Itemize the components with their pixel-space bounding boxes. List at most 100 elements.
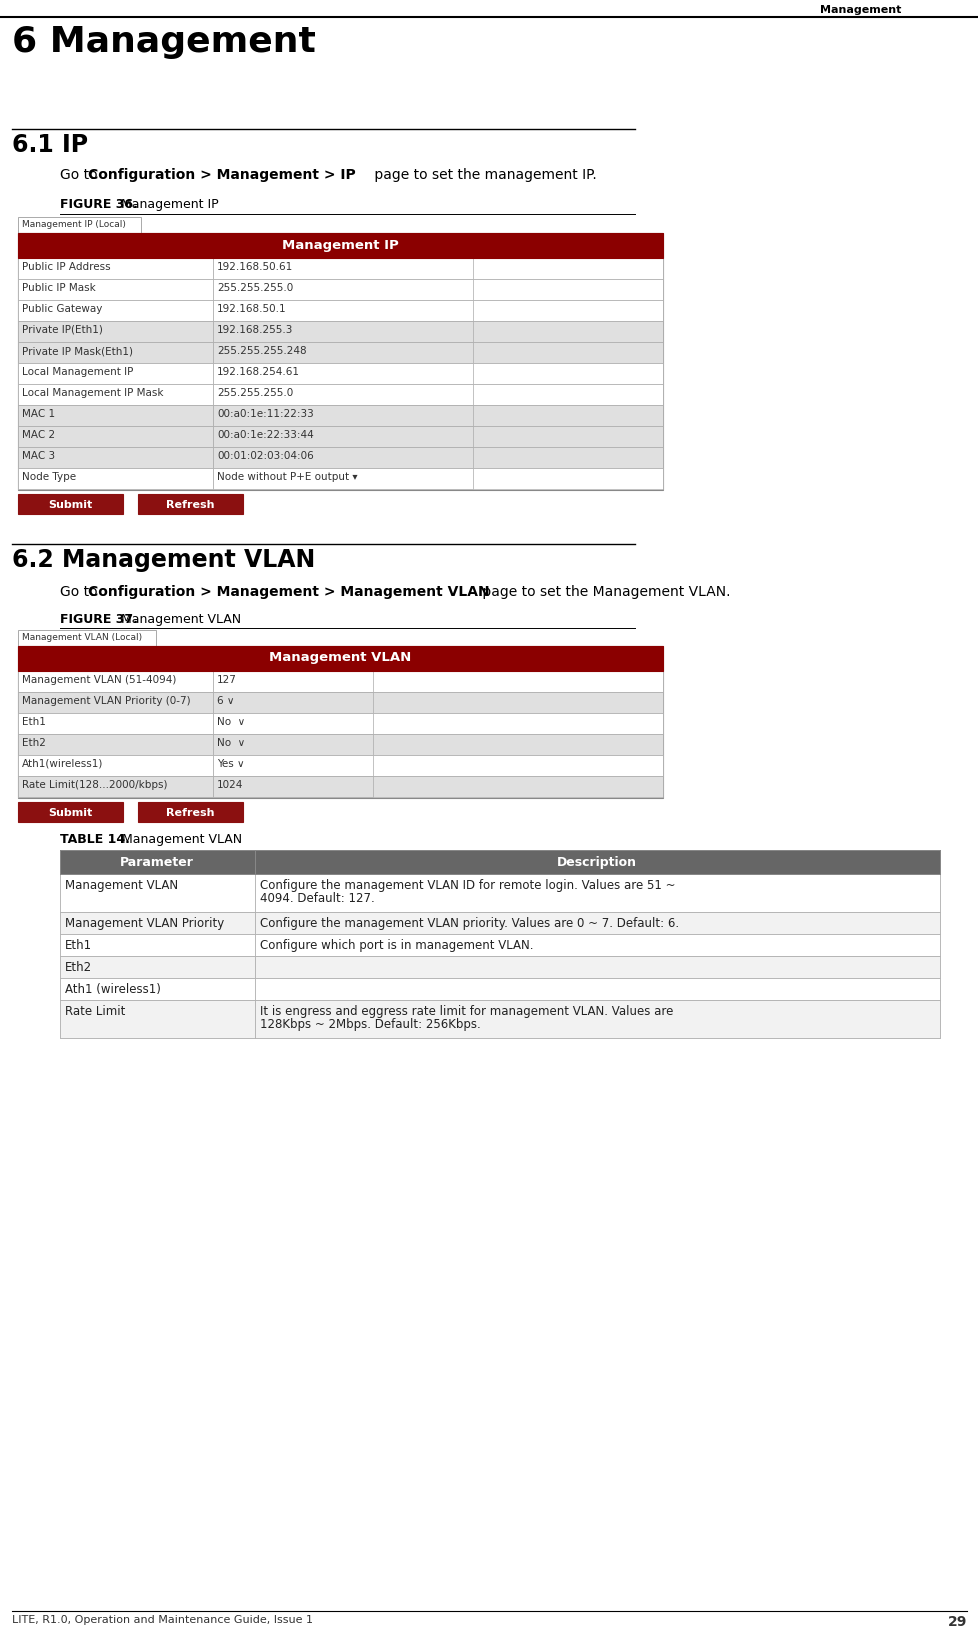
Text: Submit: Submit [48,500,92,510]
Text: Management VLAN Priority (0-7): Management VLAN Priority (0-7) [22,696,191,706]
Text: Refresh: Refresh [165,500,214,510]
Bar [18,406,662,427]
Bar [18,672,213,693]
Text: 6 ∨: 6 ∨ [217,696,235,706]
Bar [18,469,213,489]
Bar [18,756,213,776]
Text: page to set the Management VLAN.: page to set the Management VLAN. [477,585,730,598]
Bar [213,385,472,406]
Bar [18,218,141,235]
Text: Parameter: Parameter [120,856,194,869]
Text: page to set the management IP.: page to set the management IP. [370,168,597,183]
Bar [18,385,213,406]
Text: LITE, R1.0, Operation and Maintenance Guide, Issue 1: LITE, R1.0, Operation and Maintenance Gu… [12,1614,313,1623]
Text: Public IP Mask: Public IP Mask [22,284,96,293]
Text: Public Gateway: Public Gateway [22,303,103,315]
Text: Management VLAN: Management VLAN [117,613,241,626]
Text: Configure the management VLAN ID for remote login. Values are 51 ~: Configure the management VLAN ID for rem… [260,879,675,892]
Bar [213,363,472,385]
Bar [18,280,213,302]
Bar [18,233,662,259]
Text: Configuration > Management > Management VLAN: Configuration > Management > Management … [88,585,489,598]
Bar [18,233,662,491]
Bar [18,647,662,799]
Text: 00:a0:1e:11:22:33: 00:a0:1e:11:22:33 [217,409,313,419]
Bar [18,302,662,321]
Bar [254,957,939,978]
Bar [18,448,662,469]
Bar [60,851,939,874]
Bar [18,672,662,693]
Text: Eth1: Eth1 [65,939,92,952]
Text: Ath1 (wireless1): Ath1 (wireless1) [65,983,160,996]
Text: Description: Description [556,856,637,869]
Bar [60,957,254,978]
Bar [60,1001,254,1038]
Text: It is engress and eggress rate limit for management VLAN. Values are: It is engress and eggress rate limit for… [260,1004,673,1017]
Bar [60,913,939,934]
Bar [60,874,254,913]
Text: FIGURE 36.: FIGURE 36. [60,197,138,210]
Text: Rate Limit(128...2000/kbps): Rate Limit(128...2000/kbps) [22,779,167,789]
Bar [138,494,243,515]
Bar [18,735,662,756]
Bar [18,714,213,735]
Text: Local Management IP Mask: Local Management IP Mask [22,388,163,398]
Text: Eth2: Eth2 [65,960,92,973]
Bar [18,321,213,342]
Bar [18,776,213,797]
Text: No  ∨: No ∨ [217,737,245,748]
Text: Go to: Go to [60,168,102,183]
Text: Management VLAN (51-4094): Management VLAN (51-4094) [22,675,176,685]
Text: Node without P+E output ▾: Node without P+E output ▾ [217,471,357,482]
Bar [60,934,939,957]
Bar [18,448,213,469]
Bar [18,494,123,515]
Text: 127: 127 [217,675,237,685]
Text: MAC 1: MAC 1 [22,409,55,419]
Bar [18,406,213,427]
Bar [213,776,373,797]
Bar [213,280,472,302]
Text: Local Management IP: Local Management IP [22,367,133,377]
Text: Eth1: Eth1 [22,717,46,727]
Bar [213,469,472,489]
Bar [60,1001,939,1038]
Text: 192.168.50.1: 192.168.50.1 [217,303,287,315]
Text: 6.2 Management VLAN: 6.2 Management VLAN [12,548,315,572]
Text: Rate Limit: Rate Limit [65,1004,125,1017]
Text: Configure the management VLAN priority. Values are 0 ~ 7. Default: 6.: Configure the management VLAN priority. … [260,916,679,929]
Bar [213,756,373,776]
Text: Node Type: Node Type [22,471,76,482]
Text: Private IP Mask(Eth1): Private IP Mask(Eth1) [22,346,133,355]
Bar [138,802,243,823]
Text: Configure which port is in management VLAN.: Configure which port is in management VL… [260,939,533,952]
Bar [213,448,472,469]
Bar [18,631,156,647]
Text: No  ∨: No ∨ [217,717,245,727]
Bar [18,714,662,735]
Bar [18,321,662,342]
Text: Yes ∨: Yes ∨ [217,758,244,768]
Text: Refresh: Refresh [165,807,214,818]
Bar [18,756,662,776]
Text: 192.168.50.61: 192.168.50.61 [217,262,293,272]
Bar [254,851,939,874]
Bar [18,427,662,448]
Text: Public IP Address: Public IP Address [22,262,111,272]
Bar [213,714,373,735]
Text: FIGURE 37.: FIGURE 37. [60,613,138,626]
Bar [60,874,939,913]
Bar [18,469,662,489]
Text: Eth2: Eth2 [22,737,46,748]
Text: 192.168.254.61: 192.168.254.61 [217,367,299,377]
Bar [18,302,213,321]
Bar [254,913,939,934]
Bar [60,978,939,1001]
Text: Configuration > Management > IP: Configuration > Management > IP [88,168,355,183]
Bar [18,385,662,406]
Text: TABLE 14.: TABLE 14. [60,833,130,846]
Bar [213,693,373,714]
Text: 255.255.255.0: 255.255.255.0 [217,284,293,293]
Bar [18,363,213,385]
